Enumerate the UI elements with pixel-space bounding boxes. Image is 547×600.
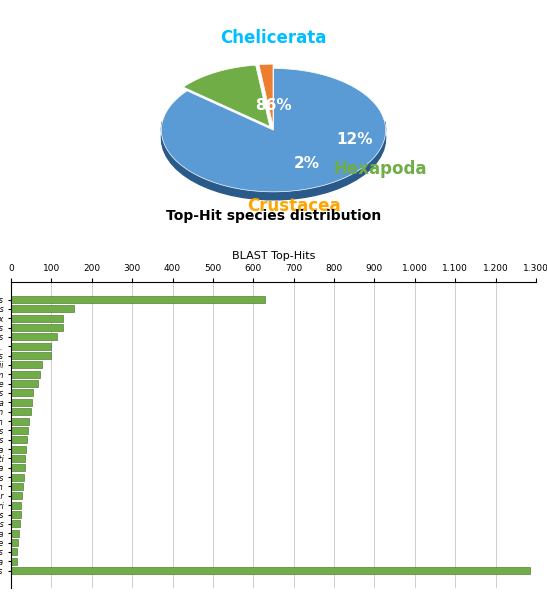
Text: 12%: 12% <box>336 131 373 146</box>
Bar <box>11 511 21 518</box>
X-axis label: BLAST Top-Hits: BLAST Top-Hits <box>232 251 315 260</box>
Bar <box>11 380 38 387</box>
Bar <box>11 305 73 313</box>
Bar <box>11 446 26 452</box>
Bar <box>11 473 24 481</box>
Bar <box>11 418 29 425</box>
Polygon shape <box>259 64 273 126</box>
Bar <box>11 436 27 443</box>
Bar <box>11 334 57 340</box>
Bar <box>11 493 22 499</box>
Polygon shape <box>183 65 270 127</box>
Bar <box>11 567 530 574</box>
Bar <box>11 361 43 368</box>
Bar <box>11 548 18 556</box>
Polygon shape <box>161 68 386 192</box>
Bar <box>11 539 18 546</box>
Bar <box>11 296 265 303</box>
Bar <box>11 324 63 331</box>
Bar <box>11 371 40 378</box>
Bar <box>11 520 20 527</box>
Text: Crustacea: Crustacea <box>247 197 340 215</box>
Bar <box>11 530 19 537</box>
Bar <box>11 502 21 509</box>
Bar <box>11 343 51 350</box>
Title: Top-Hit species distribution: Top-Hit species distribution <box>166 209 381 223</box>
Bar <box>11 389 33 397</box>
Bar <box>11 455 26 462</box>
Bar <box>11 427 28 434</box>
Bar <box>11 352 50 359</box>
Text: Chelicerata: Chelicerata <box>220 29 327 47</box>
Polygon shape <box>161 122 386 200</box>
Bar <box>11 399 32 406</box>
Bar <box>11 408 31 415</box>
Text: 86%: 86% <box>255 98 292 113</box>
Bar <box>11 558 16 565</box>
Bar <box>11 314 63 322</box>
Text: 2%: 2% <box>294 157 320 172</box>
Bar <box>11 464 25 471</box>
Text: Hexapoda: Hexapoda <box>333 160 427 178</box>
Bar <box>11 483 23 490</box>
